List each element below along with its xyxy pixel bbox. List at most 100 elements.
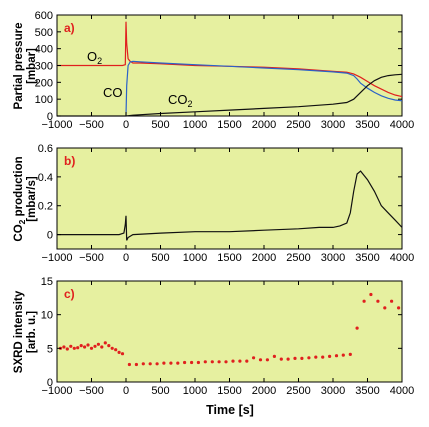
sxrd-point [83, 345, 87, 349]
sxrd-point [117, 350, 121, 354]
panel-c-xtick-label: 0 [123, 385, 129, 397]
panel-b-label: b) [64, 154, 75, 168]
panel-a-ytick-label: 300 [35, 61, 53, 73]
sxrd-point [162, 361, 166, 365]
panel-b-ylabel-sub: 2 [17, 219, 27, 224]
panel-a-xtick-label: 2500 [286, 119, 310, 131]
panel-b-xtick-label: 3000 [321, 252, 345, 264]
sxrd-point [155, 362, 159, 366]
panel-b-ylabel-main: CO [13, 224, 25, 241]
sxrd-point [321, 355, 325, 359]
panel-c-marks [58, 292, 401, 367]
sxrd-point [397, 306, 401, 310]
panel-a-ytick-label: 100 [35, 94, 53, 106]
annotation-co2: CO2 [168, 92, 193, 109]
panel-c-ytick-label: 5 [47, 343, 53, 355]
sxrd-point [307, 356, 311, 360]
panel-b-ylabel-rest: production [13, 156, 25, 219]
series-co2_rate-line [57, 170, 403, 241]
panel-a-ytick-label: 400 [35, 44, 53, 56]
panel-a-ytick-label: 0 [47, 111, 53, 123]
panel-c-plot-area [56, 280, 403, 383]
sxrd-point [65, 347, 69, 351]
annotation-o2-main: O [87, 49, 97, 64]
sxrd-point [286, 357, 290, 361]
panel-b-xtick-label: 1500 [217, 252, 241, 264]
sxrd-point [79, 344, 83, 348]
sxrd-point [210, 360, 214, 364]
sxrd-point [110, 346, 114, 350]
sxrd-point [293, 356, 297, 360]
panel-c-xtick-label: 3500 [355, 385, 379, 397]
panel-a-ylabel: Partial pressure [13, 23, 25, 110]
annotation-co2-sub: 2 [188, 99, 193, 109]
panel-c-ytick-label: 15 [41, 276, 53, 288]
panel-c-xtick-label: −1000 [42, 385, 73, 397]
sxrd-point [341, 353, 345, 357]
panel-b-xtick-label: 0 [123, 252, 129, 264]
panel-a-xtick-label: 0 [123, 119, 129, 131]
panel-a-ytick-label: 500 [35, 27, 53, 39]
sxrd-point [348, 352, 352, 356]
sxrd-point [72, 346, 76, 350]
sxrd-point [69, 344, 73, 348]
panel-b-xtick-label: 1000 [183, 252, 207, 264]
sxrd-point [100, 345, 104, 349]
sxrd-point [272, 354, 276, 358]
sxrd-point [390, 299, 394, 303]
panel-a-xtick-label: 1500 [217, 119, 241, 131]
sxrd-point [203, 360, 207, 364]
sxrd-point [196, 360, 200, 365]
panel-a-ytick-label: 600 [35, 10, 53, 22]
panel-c-xtick-label: 500 [151, 385, 169, 397]
panel-b-ylabel-unit: [mbar/s] [26, 176, 38, 222]
panel-c-axes: −1000 −500 0 500 1000 1500 2000 2500 3000 3500 400… [41, 276, 414, 397]
panel-c-xtick-label: 3000 [321, 385, 345, 397]
panel-b-xtick-label: −1000 [42, 252, 73, 264]
panel-b-xtick-label: 2500 [286, 252, 310, 264]
panel-c-xtick-label: 4000 [390, 385, 414, 397]
panel-c: −1000 −500 0 500 1000 1500 2000 2500 3000 3500 400… [13, 276, 414, 417]
panel-a-xtick-label: 3000 [321, 119, 345, 131]
panel-b-xtick-label: 4000 [390, 252, 414, 264]
panel-b-axes: −1000 −500 0 500 1000 1500 2000 2500 3000 3500 400… [38, 143, 415, 264]
panel-c-xtick-label: 1500 [217, 385, 241, 397]
sxrd-point [369, 292, 373, 297]
panel-a-xtick-label: −1000 [42, 119, 73, 131]
panel-c-label: c) [64, 287, 75, 301]
sxrd-point [252, 356, 256, 360]
annotation-co: CO [103, 85, 123, 100]
panel-a: −1000 −500 0 500 1000 1500 2000 2500 3000 3500 400… [13, 10, 414, 131]
sxrd-point [328, 354, 332, 358]
panel-a-ytick-label: 200 [35, 77, 53, 89]
panel-b-ylabel: CO2 production [13, 156, 27, 241]
panel-a-xtick-label: −500 [79, 119, 104, 131]
panel-a-marks [57, 21, 403, 117]
annotation-o2: O2 [87, 49, 102, 66]
sxrd-point [334, 354, 339, 358]
panel-a-xtick-label: 2000 [252, 119, 276, 131]
panel-a-xtick-label: 3500 [355, 119, 379, 131]
sxrd-point [120, 352, 125, 356]
panel-b-ytick-label: 0.4 [38, 172, 53, 184]
sxrd-point [314, 355, 318, 359]
sxrd-point [279, 357, 283, 361]
panel-b-xtick-label: −500 [79, 252, 104, 264]
panel-c-ytick-label: 0 [47, 377, 53, 389]
sxrd-point [114, 348, 118, 352]
sxrd-point [107, 344, 111, 348]
panel-a-axes: −1000 −500 0 500 1000 1500 2000 2500 3000 3500 400… [35, 10, 415, 131]
panel-b-ytick-label: 0.6 [38, 143, 53, 155]
sxrd-point [300, 356, 304, 360]
sxrd-point [176, 361, 180, 365]
panel-c-xtick-label: 2500 [286, 385, 310, 397]
panel-c-ylabel-unit: [arb. u.] [26, 311, 38, 353]
sxrd-point [62, 345, 66, 349]
panel-c-xtick-label: 1000 [183, 385, 207, 397]
sxrd-point [183, 360, 187, 365]
sxrd-point [148, 362, 152, 366]
annotation-co2-main: CO [168, 92, 188, 107]
sxrd-point [245, 359, 249, 363]
sxrd-point [355, 326, 359, 330]
